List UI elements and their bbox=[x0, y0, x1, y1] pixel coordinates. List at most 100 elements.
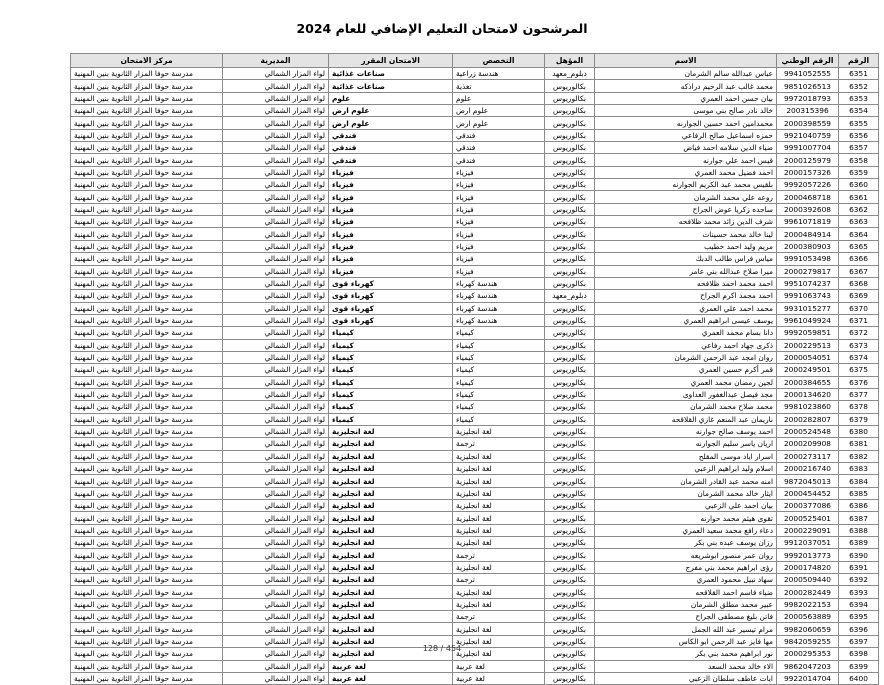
row-exam: كيمياء bbox=[328, 400, 453, 414]
row-exam: لغة انجليزية bbox=[328, 437, 453, 451]
row-qualification: بكالوريوس bbox=[544, 634, 595, 649]
row-center: مدرسة حوفا المزار الثانوية بنين المهنية bbox=[70, 449, 223, 464]
row-directorate: لواء المزار الشمالي bbox=[222, 116, 329, 130]
row-number: 6369 bbox=[838, 289, 879, 303]
row-national-id: 9992059851 bbox=[776, 326, 839, 340]
row-directorate: لواء المزار الشمالي bbox=[222, 387, 329, 402]
row-number: 6393 bbox=[838, 585, 879, 599]
row-name: بيان احمد علي الزعبي bbox=[594, 499, 777, 513]
row-directorate: لواء المزار الشمالي bbox=[222, 141, 329, 155]
row-directorate: لواء المزار الشمالي bbox=[222, 622, 329, 636]
row-exam: كيمياء bbox=[328, 375, 453, 389]
row-specialization: كيمياء bbox=[452, 326, 545, 340]
row-exam: لغة انجليزية bbox=[328, 474, 453, 488]
table-row: 6365 2000380903 مريم وليد احمد خطيب بكالوري… bbox=[70, 239, 879, 254]
row-qualification: بكالوريوس bbox=[544, 387, 595, 402]
table-row: 6394 9982022153 عبير محمد مطلق الشرمان بكال… bbox=[70, 597, 879, 612]
row-name: لينا خالد محمد حسينات bbox=[594, 227, 777, 241]
row-national-id: 2000384655 bbox=[776, 375, 839, 389]
row-exam: فندقي bbox=[328, 128, 453, 143]
row-exam: فيزياء bbox=[328, 165, 453, 180]
table-row: 6386 2000377086 بيان احمد علي الزعبي بكالور… bbox=[70, 499, 879, 513]
row-directorate: لواء المزار الشمالي bbox=[222, 597, 329, 612]
row-specialization: لغة انجليزية bbox=[452, 424, 545, 439]
row-qualification: بكالوريوس bbox=[544, 264, 595, 278]
row-qualification: بكالوريوس bbox=[544, 252, 595, 266]
row-name: ميرا صلاح عبدالله بني عامر bbox=[594, 264, 777, 278]
row-exam: كهرباء قوى bbox=[328, 313, 453, 328]
row-center: مدرسة حوفا المزار الثانوية بنين المهنية bbox=[70, 79, 223, 93]
row-specialization: ترجمة bbox=[452, 437, 545, 451]
row-national-id: 9842059255 bbox=[776, 634, 839, 649]
row-exam: لغة انجليزية bbox=[328, 461, 453, 476]
row-name: امنه محمد عبد القادر الشرمان bbox=[594, 474, 777, 488]
table-row: 6355 2000398559 محمدامين احمد حسين الجوارن… bbox=[70, 116, 879, 130]
row-center: مدرسة حوفا المزار الثانوية بنين المهنية bbox=[70, 289, 223, 303]
row-qualification: بكالوريوس bbox=[544, 116, 595, 130]
row-center: مدرسة حوفا المزار الثانوية بنين المهنية bbox=[70, 326, 223, 340]
row-specialization: علوم bbox=[452, 91, 545, 106]
row-name: عباس عبدالله سالم الشرمان bbox=[594, 66, 777, 81]
row-exam: لغة انجليزية bbox=[328, 597, 453, 612]
row-name: ناريمان عبد المنعم غازي القلاقحه bbox=[594, 412, 777, 426]
table-row: 6366 9991053498 مياس فراس طالب الدبك بكالور… bbox=[70, 252, 879, 266]
row-center: مدرسة حوفا المزار الثانوية بنين المهنية bbox=[70, 178, 223, 192]
row-specialization: فندقي bbox=[452, 128, 545, 143]
row-national-id: 200315396 bbox=[776, 104, 839, 118]
row-center: مدرسة حوفا المزار الثانوية بنين المهنية bbox=[70, 412, 223, 426]
row-specialization: لغة انجليزية bbox=[452, 486, 545, 501]
row-exam: لغة انجليزية bbox=[328, 548, 453, 562]
row-directorate: لواء المزار الشمالي bbox=[222, 165, 329, 180]
table-row: 6397 9842059255 مها فايز عبد الرحمن ابو ال… bbox=[70, 634, 879, 649]
row-specialization: كيمياء bbox=[452, 338, 545, 352]
row-center: مدرسة حوفا المزار الثانوية بنين المهنية bbox=[70, 350, 223, 365]
row-name: محمد احمد علي العمري bbox=[594, 301, 777, 315]
row-name: مجد فيصل عبدالغفور العداوى bbox=[594, 387, 777, 402]
row-name: رزان يوسف عبده بني بكر bbox=[594, 536, 777, 550]
row-national-id: 9982060659 bbox=[776, 622, 839, 636]
row-directorate: لواء المزار الشمالي bbox=[222, 215, 329, 229]
row-number: 6388 bbox=[838, 523, 879, 538]
table-row: 6385 2000454452 ايثار خالد محمد الشرمان بكا… bbox=[70, 486, 879, 501]
row-specialization: لغة انجليزية bbox=[452, 499, 545, 513]
row-number: 6370 bbox=[838, 301, 879, 315]
row-number: 6375 bbox=[838, 363, 879, 377]
row-exam: لغة عربية bbox=[328, 659, 453, 673]
row-directorate: لواء المزار الشمالي bbox=[222, 412, 329, 426]
row-number: 6371 bbox=[838, 313, 879, 328]
row-name: دعاء رافع محمد سعيد العمري bbox=[594, 523, 777, 538]
table-row: 6372 9992059851 دانا بسام محمد العمري بكالو… bbox=[70, 326, 879, 340]
row-specialization: هندسة كهرباء bbox=[452, 276, 545, 291]
row-national-id: 2000282449 bbox=[776, 585, 839, 599]
row-directorate: لواء المزار الشمالي bbox=[222, 523, 329, 538]
table-row: 6390 9992013773 روان عمر منصور ابوشريعه بكا… bbox=[70, 548, 879, 562]
row-directorate: لواء المزار الشمالي bbox=[222, 375, 329, 389]
row-exam: كيمياء bbox=[328, 350, 453, 365]
row-exam: فيزياء bbox=[328, 239, 453, 254]
row-national-id: 9961049924 bbox=[776, 313, 839, 328]
row-name: فاتن بليغ مصطفى الجراح bbox=[594, 610, 777, 624]
row-specialization: لغة عربية bbox=[452, 659, 545, 673]
row-specialization: فيزياء bbox=[452, 178, 545, 192]
row-center: مدرسة حوفا المزار الثانوية بنين المهنية bbox=[70, 400, 223, 414]
row-directorate: لواء المزار الشمالي bbox=[222, 536, 329, 550]
row-name: حمزه اسماعيل صالح الرفاعي bbox=[594, 128, 777, 143]
row-name: احمد محمد احمد ظلافحه bbox=[594, 276, 777, 291]
row-exam: لغة انجليزية bbox=[328, 634, 453, 649]
row-exam: فيزياء bbox=[328, 190, 453, 204]
row-center: مدرسة حوفا المزار الثانوية بنين المهنية bbox=[70, 622, 223, 636]
row-number: 6385 bbox=[838, 486, 879, 501]
column-header-qualification: المؤهل bbox=[544, 53, 595, 68]
row-center: مدرسة حوفا المزار الثانوية بنين المهنية bbox=[70, 227, 223, 241]
row-qualification: بكالوريوس bbox=[544, 449, 595, 464]
table-row: 6364 2000484914 لينا خالد محمد حسينات بكالو… bbox=[70, 227, 879, 241]
row-directorate: لواء المزار الشمالي bbox=[222, 338, 329, 352]
row-name: لجين رمضان محمد العمري bbox=[594, 375, 777, 389]
row-exam: لغة انجليزية bbox=[328, 622, 453, 636]
row-national-id: 2000468718 bbox=[776, 190, 839, 204]
row-directorate: لواء المزار الشمالي bbox=[222, 560, 329, 575]
row-center: مدرسة حوفا المزار الثانوية بنين المهنية bbox=[70, 548, 223, 562]
row-national-id: 2000380903 bbox=[776, 239, 839, 254]
row-qualification: بكالوريوس bbox=[544, 511, 595, 525]
row-specialization: لغة انجليزية bbox=[452, 449, 545, 464]
